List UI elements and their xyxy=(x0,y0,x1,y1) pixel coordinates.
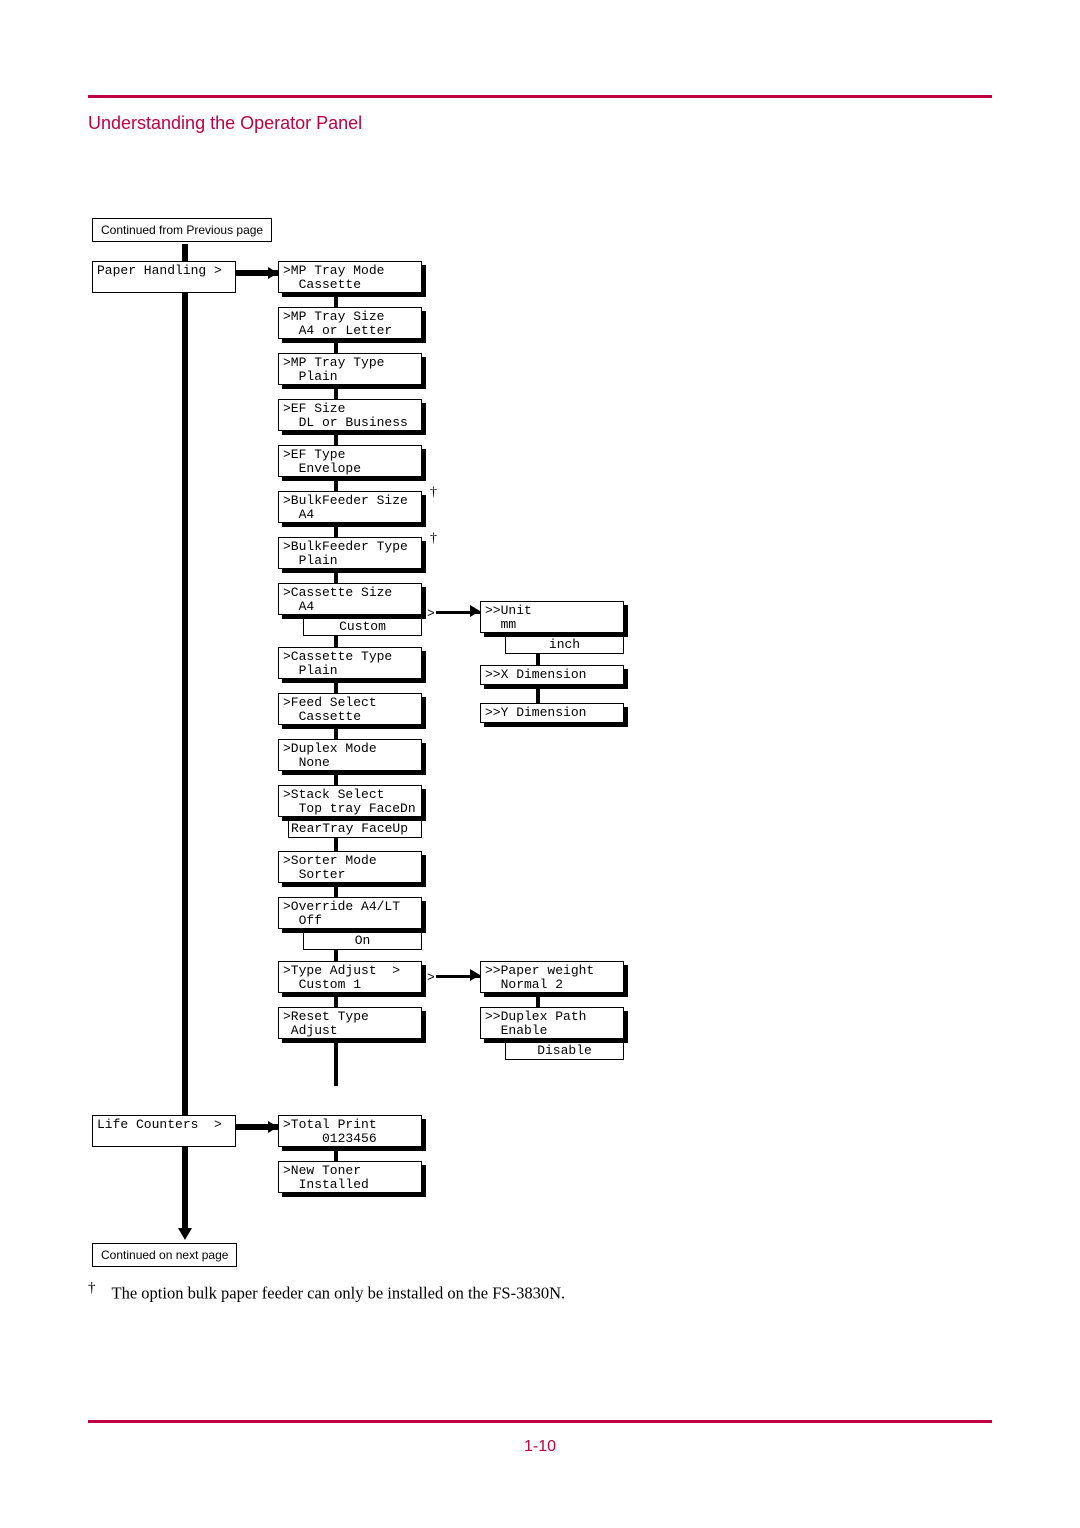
box-mp-tray-mode: >MP Tray Mode Cassette xyxy=(278,261,422,293)
box-bulkfeeder-size: >BulkFeeder Size A4 xyxy=(278,491,422,523)
box-total-print: >Total Print 0123456 xyxy=(278,1115,422,1147)
box-new-toner: >New Toner Installed xyxy=(278,1161,422,1193)
arrow-type-adjust xyxy=(470,969,480,981)
page-number: 1-10 xyxy=(0,1438,1080,1456)
chevron-cassette: > xyxy=(427,606,435,621)
box-sorter-mode: >Sorter Mode Sorter xyxy=(278,851,422,883)
box-life-counters: Life Counters > xyxy=(92,1115,236,1147)
box-type-adjust: >Type Adjust > Custom 1 xyxy=(278,961,422,993)
box-stack-select-sub: RearTray FaceUp xyxy=(288,820,422,838)
box-paper-weight: >>Paper weight Normal 2 xyxy=(480,961,624,993)
chevron-type-adjust: > xyxy=(427,970,435,985)
box-unit-sub: inch xyxy=(505,636,624,654)
box-override: >Override A4/LT Off xyxy=(278,897,422,929)
page: Understanding the Operator Panel Continu… xyxy=(0,0,1080,1528)
arrow-paper-handling xyxy=(268,267,278,279)
footnote-text: The option bulk paper feeder can only be… xyxy=(112,1284,566,1303)
box-duplex-path-sub: Disable xyxy=(505,1042,624,1060)
footnote: † The option bulk paper feeder can only b… xyxy=(88,1280,565,1304)
box-x-dimension: >>X Dimension xyxy=(480,665,624,685)
box-override-sub: On xyxy=(303,932,422,950)
section-heading: Understanding the Operator Panel xyxy=(88,113,362,134)
box-mp-tray-size: >MP Tray Size A4 or Letter xyxy=(278,307,422,339)
spine-main xyxy=(182,244,188,1230)
arrow-down-main xyxy=(178,1228,192,1240)
arrow-cassette-unit xyxy=(470,605,480,617)
box-ef-size: >EF Size DL or Business xyxy=(278,399,422,431)
dagger-bulk-type: † xyxy=(430,531,437,547)
box-reset-type: >Reset Type Adjust xyxy=(278,1007,422,1039)
box-cassette-size: >Cassette Size A4 xyxy=(278,583,422,615)
caption-prev: Continued from Previous page xyxy=(92,218,272,242)
rule-top xyxy=(88,95,992,98)
box-duplex-mode: >Duplex Mode None xyxy=(278,739,422,771)
box-duplex-path: >>Duplex Path Enable xyxy=(480,1007,624,1039)
caption-next: Continued on next page xyxy=(92,1243,237,1267)
box-unit: >>Unit mm xyxy=(480,601,624,633)
arrow-life-counters xyxy=(268,1121,278,1133)
box-stack-select: >Stack Select Top tray FaceDn xyxy=(278,785,422,817)
box-cassette-type: >Cassette Type Plain xyxy=(278,647,422,679)
box-ef-type: >EF Type Envelope xyxy=(278,445,422,477)
dagger-bulk-size: † xyxy=(430,485,437,501)
box-mp-tray-type: >MP Tray Type Plain xyxy=(278,353,422,385)
footnote-dagger: † xyxy=(88,1280,96,1296)
box-bulkfeeder-type: >BulkFeeder Type Plain xyxy=(278,537,422,569)
box-paper-handling: Paper Handling > xyxy=(92,261,236,293)
box-cassette-size-custom: Custom xyxy=(303,618,422,636)
box-y-dimension: >>Y Dimension xyxy=(480,703,624,723)
box-feed-select: >Feed Select Cassette xyxy=(278,693,422,725)
rule-bottom xyxy=(88,1420,992,1423)
